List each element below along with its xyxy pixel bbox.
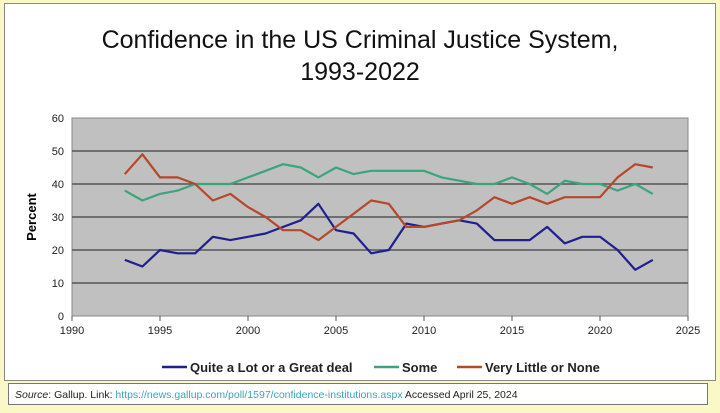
source-note: Source: Gallup. Link: https://news.gallu… — [8, 383, 708, 405]
legend-label: Very Little or None — [485, 360, 600, 375]
chart-title: Confidence in the US Criminal Justice Sy… — [0, 24, 720, 88]
x-tick-label: 2020 — [588, 325, 612, 337]
x-tick-label: 2025 — [676, 325, 700, 337]
x-tick-label: 2010 — [412, 325, 436, 337]
x-tick-label: 1995 — [148, 325, 172, 337]
source-link[interactable]: https://news.gallup.com/poll/1597/confid… — [115, 389, 403, 401]
source-text-2: Accessed April 25, 2024 — [402, 389, 518, 401]
y-tick-label: 40 — [52, 179, 64, 191]
series-line-2 — [123, 153, 654, 242]
legend-label: Some — [402, 360, 437, 375]
series-line-0 — [124, 202, 654, 271]
x-tick-label: 2005 — [324, 325, 348, 337]
y-tick-label: 10 — [52, 278, 64, 290]
series-line-1 — [124, 163, 654, 202]
source-text-1: : Gallup. Link: — [48, 389, 116, 401]
x-tick-label: 1990 — [60, 325, 84, 337]
title-line-1: Confidence in the US Criminal Justice Sy… — [101, 26, 619, 54]
y-tick-label: 30 — [52, 212, 64, 224]
title-line-2: 1993-2022 — [300, 58, 420, 86]
line-chart: 0 10 20 30 40 50 60 1990 1995 2000 2005 2010 2015 202… — [24, 113, 700, 375]
legend-label: Quite a Lot or a Great deal — [190, 360, 353, 375]
x-tick-label: 2000 — [236, 325, 260, 337]
y-axis-label: Percent — [24, 192, 39, 240]
y-tick-label: 50 — [52, 146, 64, 158]
y-tick-label: 0 — [58, 311, 64, 323]
y-tick-label: 60 — [52, 113, 64, 125]
y-tick-label: 20 — [52, 245, 64, 257]
x-tick-label: 2015 — [500, 325, 524, 337]
source-label: Source — [15, 389, 49, 401]
